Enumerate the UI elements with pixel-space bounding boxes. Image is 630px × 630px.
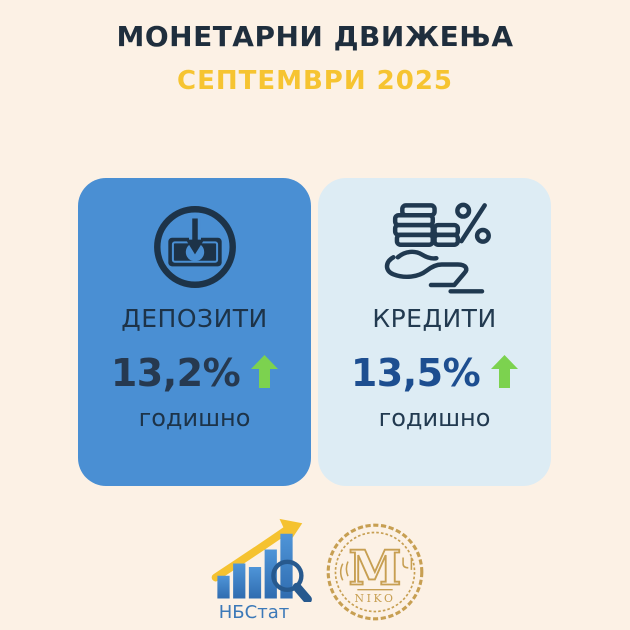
coin-logo: M NIKO bbox=[323, 520, 427, 628]
credits-value: 13,5% bbox=[350, 351, 481, 395]
deposits-value: 13,2% bbox=[110, 351, 241, 395]
header: МОНЕТАРНИ ДВИЖЕЊА СЕПТЕМВРИ 2025 bbox=[0, 0, 630, 96]
page-title: МОНЕТАРНИ ДВИЖЕЊА bbox=[116, 20, 514, 53]
nbstat-logo-label: НБСтат bbox=[218, 602, 290, 623]
credits-label: КРЕДИТИ bbox=[372, 304, 497, 333]
footer-logos: НБСтат M NIKO bbox=[0, 518, 630, 628]
deposits-card: ДЕПОЗИТИ 13,2% годишно bbox=[78, 178, 311, 486]
nbstat-logo: НБСтат bbox=[203, 518, 321, 623]
coin-inscription: NIKO bbox=[354, 592, 395, 605]
banknote-deposit-icon bbox=[149, 200, 241, 294]
up-arrow-icon bbox=[251, 354, 279, 392]
credits-value-row: 13,5% bbox=[350, 351, 519, 395]
up-arrow-icon bbox=[491, 354, 519, 392]
page-subtitle: СЕПТЕМВРИ 2025 bbox=[176, 66, 454, 96]
credits-card: КРЕДИТИ 13,5% годишно bbox=[318, 178, 551, 486]
deposits-value-row: 13,2% bbox=[110, 351, 279, 395]
hand-coins-percent-icon bbox=[378, 200, 492, 294]
coin-letter: M bbox=[349, 540, 402, 596]
credits-period: годишно bbox=[378, 404, 491, 432]
bar-chart-magnifier-icon bbox=[206, 518, 318, 606]
deposits-period: годишно bbox=[138, 404, 251, 432]
deposits-label: ДЕПОЗИТИ bbox=[121, 304, 268, 333]
kpi-cards: ДЕПОЗИТИ 13,2% годишно bbox=[78, 178, 551, 486]
